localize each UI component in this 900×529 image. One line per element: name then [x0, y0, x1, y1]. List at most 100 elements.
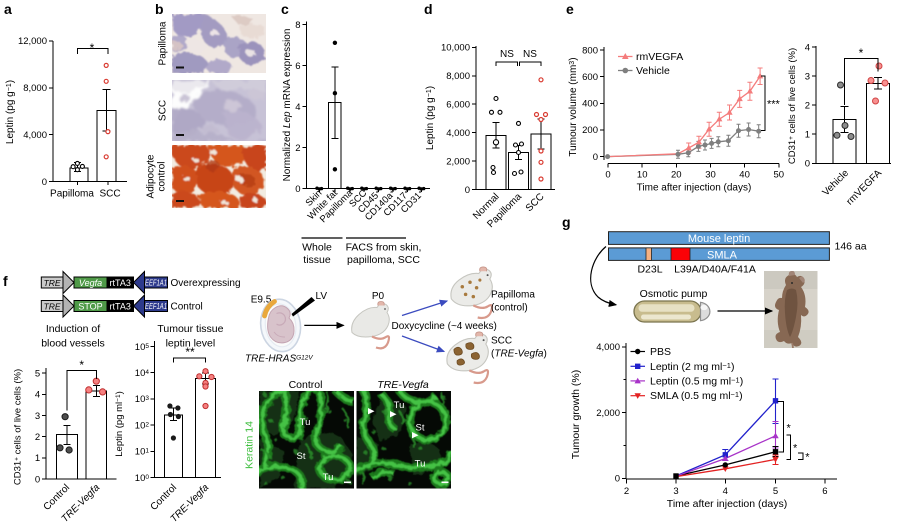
svg-text:*: *	[793, 443, 798, 455]
svg-text:0: 0	[465, 185, 470, 196]
svg-text:St: St	[416, 423, 425, 434]
svg-text:f: f	[3, 273, 8, 289]
svg-text:6,000: 6,000	[446, 100, 470, 111]
svg-text:Normalized Lep mRNA expression: Normalized Lep mRNA expression	[282, 29, 293, 182]
svg-text:20: 20	[671, 170, 682, 181]
svg-text:3: 3	[805, 71, 810, 82]
svg-text:Induction of: Induction of	[46, 323, 100, 335]
svg-text:a: a	[4, 1, 12, 17]
svg-text:Tu: Tu	[323, 472, 334, 483]
svg-text:NS: NS	[500, 49, 514, 60]
svg-text:30: 30	[705, 170, 716, 181]
svg-text:Papilloma: Papilloma	[491, 289, 535, 300]
svg-text:4,000: 4,000	[446, 128, 470, 139]
svg-text:4,000: 4,000	[23, 130, 47, 141]
svg-text:0: 0	[35, 474, 40, 485]
svg-text:CD31+ cells of live cells (%): CD31+ cells of live cells (%)	[787, 48, 798, 164]
svg-text:4: 4	[35, 390, 40, 401]
svg-text:TRE: TRE	[44, 302, 61, 312]
svg-text:SCC: SCC	[491, 336, 512, 347]
svg-text:*: *	[90, 41, 95, 55]
svg-text:12,000: 12,000	[18, 36, 47, 47]
svg-text:EEF1A1: EEF1A1	[145, 279, 167, 288]
svg-text:600: 600	[582, 72, 598, 83]
svg-text:102: 102	[135, 420, 150, 431]
svg-text:Keratin 14: Keratin 14	[244, 421, 256, 469]
svg-text:Tumour tissue: Tumour tissue	[157, 323, 223, 335]
svg-text:LV: LV	[316, 291, 328, 302]
svg-text:6: 6	[822, 486, 827, 497]
svg-text:Leptin (pg g−1): Leptin (pg g−1)	[425, 86, 436, 150]
svg-text:0: 0	[605, 170, 610, 181]
svg-text:rmVEGFA: rmVEGFA	[636, 51, 683, 63]
svg-text:Papilloma: Papilloma	[158, 21, 169, 65]
svg-text:0: 0	[593, 152, 598, 163]
svg-text:SCC: SCC	[99, 189, 120, 200]
svg-text:2,000: 2,000	[446, 156, 470, 167]
svg-text:Mouse leptin: Mouse leptin	[688, 233, 750, 245]
svg-text:0: 0	[42, 177, 47, 188]
svg-text:TRE-Vegfa: TRE-Vegfa	[377, 379, 429, 391]
svg-text:c: c	[281, 1, 289, 17]
svg-text:SMLA (0.5 mg ml−1): SMLA (0.5 mg ml−1)	[650, 390, 743, 402]
svg-text:400: 400	[582, 99, 598, 110]
svg-text:8,000: 8,000	[23, 83, 47, 94]
svg-text:FACS from skin,: FACS from skin,	[346, 242, 422, 254]
svg-text:0: 0	[805, 159, 810, 170]
svg-text:*: *	[79, 358, 84, 372]
svg-text:control: control	[157, 161, 168, 191]
svg-text:Tu: Tu	[300, 417, 311, 428]
svg-text:8,000: 8,000	[446, 71, 470, 82]
svg-text:Time after injection (days): Time after injection (days)	[667, 498, 787, 510]
svg-text:Vehicle: Vehicle	[636, 65, 670, 77]
svg-text:2: 2	[35, 432, 40, 443]
svg-text:4: 4	[295, 102, 300, 113]
svg-text:CD31+ cells of live cells (%): CD31+ cells of live cells (%)	[13, 369, 24, 485]
svg-text:***: ***	[767, 99, 781, 111]
svg-text:EEF1A1: EEF1A1	[145, 302, 167, 311]
svg-text:800: 800	[582, 45, 598, 56]
svg-text:5: 5	[35, 368, 40, 379]
svg-text:8: 8	[295, 20, 300, 31]
svg-text:Doxycycline (~4 weeks): Doxycycline (~4 weeks)	[392, 321, 497, 332]
svg-text:101: 101	[135, 447, 150, 458]
svg-text:5: 5	[773, 486, 778, 497]
svg-text:Time after injection (days): Time after injection (days)	[637, 183, 752, 194]
svg-text:Control: Control	[171, 302, 203, 313]
svg-text:Leptin (2 mg ml−1): Leptin (2 mg ml−1)	[650, 360, 734, 372]
svg-text:D23L: D23L	[637, 264, 662, 276]
svg-text:d: d	[424, 1, 433, 17]
svg-text:Tu: Tu	[394, 400, 405, 411]
svg-text:146 aa: 146 aa	[835, 241, 867, 253]
svg-text:Leptin (0.5 mg ml−1): Leptin (0.5 mg ml−1)	[650, 375, 743, 387]
svg-text:e: e	[566, 1, 574, 17]
svg-text:papilloma, SCC: papilloma, SCC	[347, 254, 420, 266]
svg-text:3: 3	[35, 411, 40, 422]
svg-text:Papilloma: Papilloma	[50, 189, 94, 200]
svg-text:TRE: TRE	[44, 278, 61, 288]
svg-text:*: *	[787, 423, 792, 435]
svg-text:1: 1	[35, 453, 40, 464]
svg-text:NS: NS	[523, 49, 537, 60]
svg-text:P0: P0	[372, 291, 385, 302]
svg-text:50: 50	[774, 170, 785, 181]
svg-text:Tumour volume (mm3): Tumour volume (mm3)	[568, 57, 579, 156]
svg-text:tissue: tissue	[303, 254, 331, 266]
svg-text:Control: Control	[289, 379, 323, 391]
svg-text:103: 103	[135, 394, 150, 405]
svg-text:4: 4	[805, 42, 810, 53]
svg-text:Osmotic pump: Osmotic pump	[640, 288, 708, 300]
svg-text:g: g	[562, 214, 571, 230]
svg-text:*: *	[859, 46, 864, 60]
svg-text:0: 0	[295, 184, 300, 195]
svg-text:2: 2	[805, 100, 810, 111]
svg-text:b: b	[155, 1, 164, 17]
svg-text:2,000: 2,000	[596, 408, 620, 419]
svg-text:200: 200	[582, 125, 598, 136]
svg-text:rtTA3: rtTA3	[110, 302, 131, 312]
svg-text:SCC: SCC	[158, 100, 169, 121]
svg-text:1: 1	[805, 130, 810, 141]
svg-text:Overexpressing: Overexpressing	[171, 278, 241, 289]
svg-text:105: 105	[135, 342, 150, 353]
svg-text:rtTA3: rtTA3	[110, 278, 131, 288]
